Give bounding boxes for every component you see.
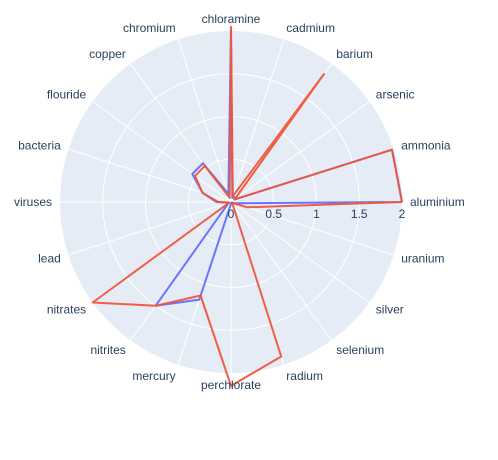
category-label-silver: silver xyxy=(376,303,404,317)
series-line-2 xyxy=(91,25,403,387)
category-label-nitrates: nitrates xyxy=(47,303,86,317)
category-label-arsenic: arsenic xyxy=(376,87,415,101)
radial-tick-label: 0 xyxy=(228,207,235,221)
angular-grid-line xyxy=(177,39,232,203)
category-label-lead: lead xyxy=(38,252,61,266)
radial-tick-label: 2 xyxy=(399,207,406,221)
category-label-perchlorate: perchlorate xyxy=(201,378,261,392)
category-label-mercury: mercury xyxy=(132,369,175,383)
radial-tick-label: 0.5 xyxy=(265,207,282,221)
category-label-viruses: viruses xyxy=(14,195,52,209)
angular-grid-line xyxy=(230,201,370,303)
category-label-chloramine: chloramine xyxy=(202,12,261,26)
category-label-barium: barium xyxy=(336,47,373,61)
category-label-aluminium: aluminium xyxy=(410,195,465,209)
category-label-cadmium: cadmium xyxy=(286,21,335,35)
radial-tick-label: 1.5 xyxy=(351,207,368,221)
category-label-radium: radium xyxy=(286,369,323,383)
angular-grid-line xyxy=(230,101,370,203)
category-label-bacteria: bacteria xyxy=(18,138,61,152)
category-label-flouride: flouride xyxy=(47,87,87,101)
angular-grid-line xyxy=(92,101,232,203)
category-label-ammonia: ammonia xyxy=(401,138,451,152)
angular-grid-line xyxy=(230,39,285,203)
angular-grid-line xyxy=(230,201,394,256)
category-label-chromium: chromium xyxy=(123,21,176,35)
category-label-uranium: uranium xyxy=(401,252,444,266)
category-label-nitrites: nitrites xyxy=(90,343,125,357)
angular-grid-line xyxy=(230,201,332,341)
category-label-copper: copper xyxy=(89,47,126,61)
angular-grid-line xyxy=(68,201,232,256)
category-label-selenium: selenium xyxy=(336,343,384,357)
radial-tick-label: 1 xyxy=(313,207,320,221)
